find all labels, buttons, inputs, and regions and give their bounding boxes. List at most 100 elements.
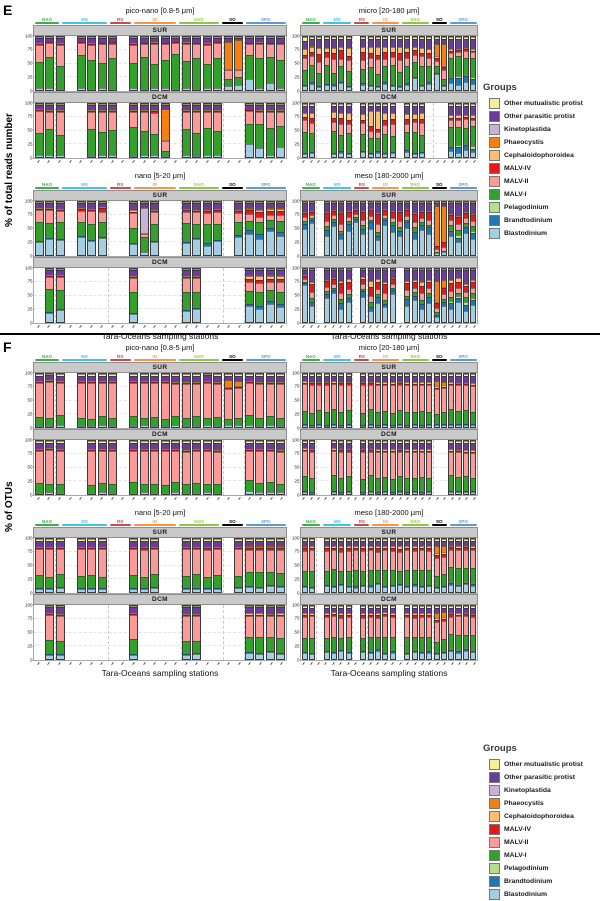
station-slot (150, 103, 161, 158)
bar-segment (456, 51, 461, 57)
stacked-bar (382, 605, 389, 660)
region-underline (323, 22, 352, 24)
legend-item: Cephaloidophoroidea (483, 149, 598, 162)
bar-segment (151, 111, 159, 113)
bar-segment (419, 382, 424, 384)
region-code-label: IO (152, 519, 158, 524)
bar-segment (449, 303, 454, 309)
gridline (301, 308, 477, 310)
stacked-bar (34, 440, 44, 495)
bar-segment (331, 450, 337, 475)
bar-segment (412, 617, 417, 638)
bar-segment (161, 88, 169, 90)
bar-segment (361, 448, 366, 451)
station-slot (455, 538, 462, 593)
bar-segment (56, 109, 64, 111)
bar-segment (130, 538, 138, 541)
bar-segment (375, 449, 381, 451)
bar-segment (434, 252, 439, 255)
region-code-label: SPO (261, 182, 271, 187)
bar-segment (346, 384, 351, 411)
bar-segment (224, 41, 232, 69)
region-NAO: NAO (34, 17, 60, 24)
stacked-bar (108, 103, 118, 158)
bar-segment (346, 56, 351, 61)
bar-segment (56, 615, 64, 642)
bar-segment (235, 210, 243, 213)
bar-segment (193, 492, 201, 494)
bar-segment (98, 492, 106, 494)
bar-segment (361, 585, 366, 592)
bar-segment (405, 84, 410, 90)
bar-segment (405, 477, 410, 492)
station-slot (202, 201, 213, 256)
bar-segment (324, 606, 329, 608)
x-tick-mark (322, 325, 329, 331)
bar-segment (266, 282, 274, 291)
bar-segment (193, 614, 201, 616)
bar-segment (214, 538, 222, 541)
region-strip: NAO MS RS IO SAO SO SPO (33, 518, 287, 526)
bar-segment (266, 43, 274, 57)
station-slot (181, 103, 192, 158)
bar-segment (266, 208, 274, 210)
bar-segment (412, 203, 417, 213)
station-slot (234, 268, 245, 323)
stacked-bar (440, 373, 447, 428)
bar-segment (309, 269, 315, 271)
bar-segment (317, 39, 322, 48)
bar-segment (224, 425, 232, 427)
bar-segment (309, 83, 315, 90)
bar-segment (224, 387, 232, 389)
bar-segment (324, 213, 329, 221)
station-slot (411, 440, 418, 495)
bar-segment (375, 37, 381, 40)
station-slot (426, 36, 433, 91)
bar-segment (427, 606, 432, 608)
stacked-bar (244, 36, 254, 91)
region-code-label: SAO (410, 519, 420, 524)
region-underline (221, 524, 244, 526)
bar-segment (456, 270, 461, 279)
bar-segment (35, 575, 43, 588)
bar-segment (397, 425, 402, 427)
bar-segment (245, 208, 253, 211)
bar-segment (266, 211, 274, 215)
bar-segment (130, 210, 138, 212)
bar-segment (256, 442, 264, 450)
region-SAO: SAO (401, 182, 429, 189)
station-slot (404, 605, 411, 660)
x-tick-mark (223, 497, 234, 503)
bar-segment (412, 153, 417, 157)
bar-segment (324, 298, 329, 322)
bar-segment (309, 39, 315, 47)
bar-segment (309, 113, 315, 119)
bar-segment (368, 585, 373, 587)
bar-segment (277, 282, 285, 292)
stacked-bar (202, 201, 212, 256)
legend-swatch-icon (489, 837, 500, 848)
bar-segment (193, 540, 201, 548)
bar-segment (324, 614, 329, 618)
x-tick-mark (266, 160, 277, 166)
bar-segment (375, 128, 381, 133)
bar-segment (434, 654, 439, 659)
bar-segment (375, 303, 381, 322)
stacked-bar (470, 440, 477, 495)
bar-segment (193, 210, 201, 213)
bar-segment (130, 607, 138, 614)
bar-segment (456, 424, 461, 426)
station-slot (330, 373, 338, 428)
bar-segment (434, 606, 439, 608)
bar-segment (140, 104, 148, 106)
bar-segment (214, 548, 222, 550)
bar-segment (368, 425, 373, 427)
station-slot (129, 605, 140, 660)
bar-segment (375, 73, 381, 87)
bar-segment (256, 203, 264, 209)
plot-F-micro-SUR: 100 75 50 25 0 (292, 370, 478, 429)
bar-segment (353, 539, 359, 541)
legend-item: Pelagodinium (483, 862, 598, 875)
bar-segment (339, 570, 344, 584)
bars-row (34, 103, 286, 158)
